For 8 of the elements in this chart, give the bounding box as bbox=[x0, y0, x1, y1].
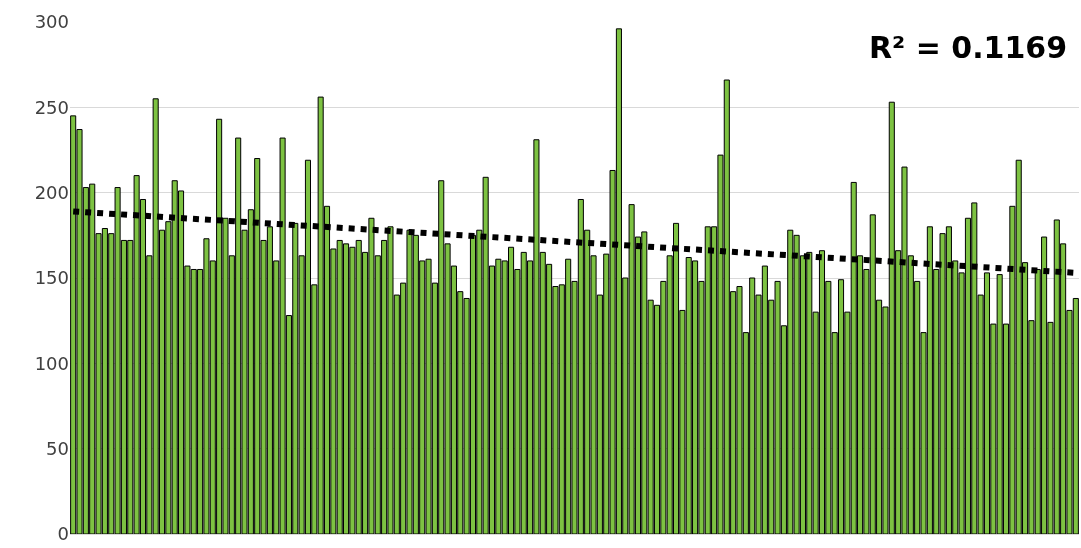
y-tick-label: 100 bbox=[34, 352, 69, 374]
y-tick-label: 250 bbox=[34, 96, 69, 118]
y-tick-label: 300 bbox=[34, 11, 69, 33]
annotation: R² = 0.1169 bbox=[869, 30, 1068, 65]
y-tick-label: 50 bbox=[46, 437, 69, 459]
y-tick-label: 0 bbox=[57, 523, 69, 545]
y-tick-label: 200 bbox=[34, 181, 69, 203]
y-tick-label: 150 bbox=[34, 267, 69, 289]
